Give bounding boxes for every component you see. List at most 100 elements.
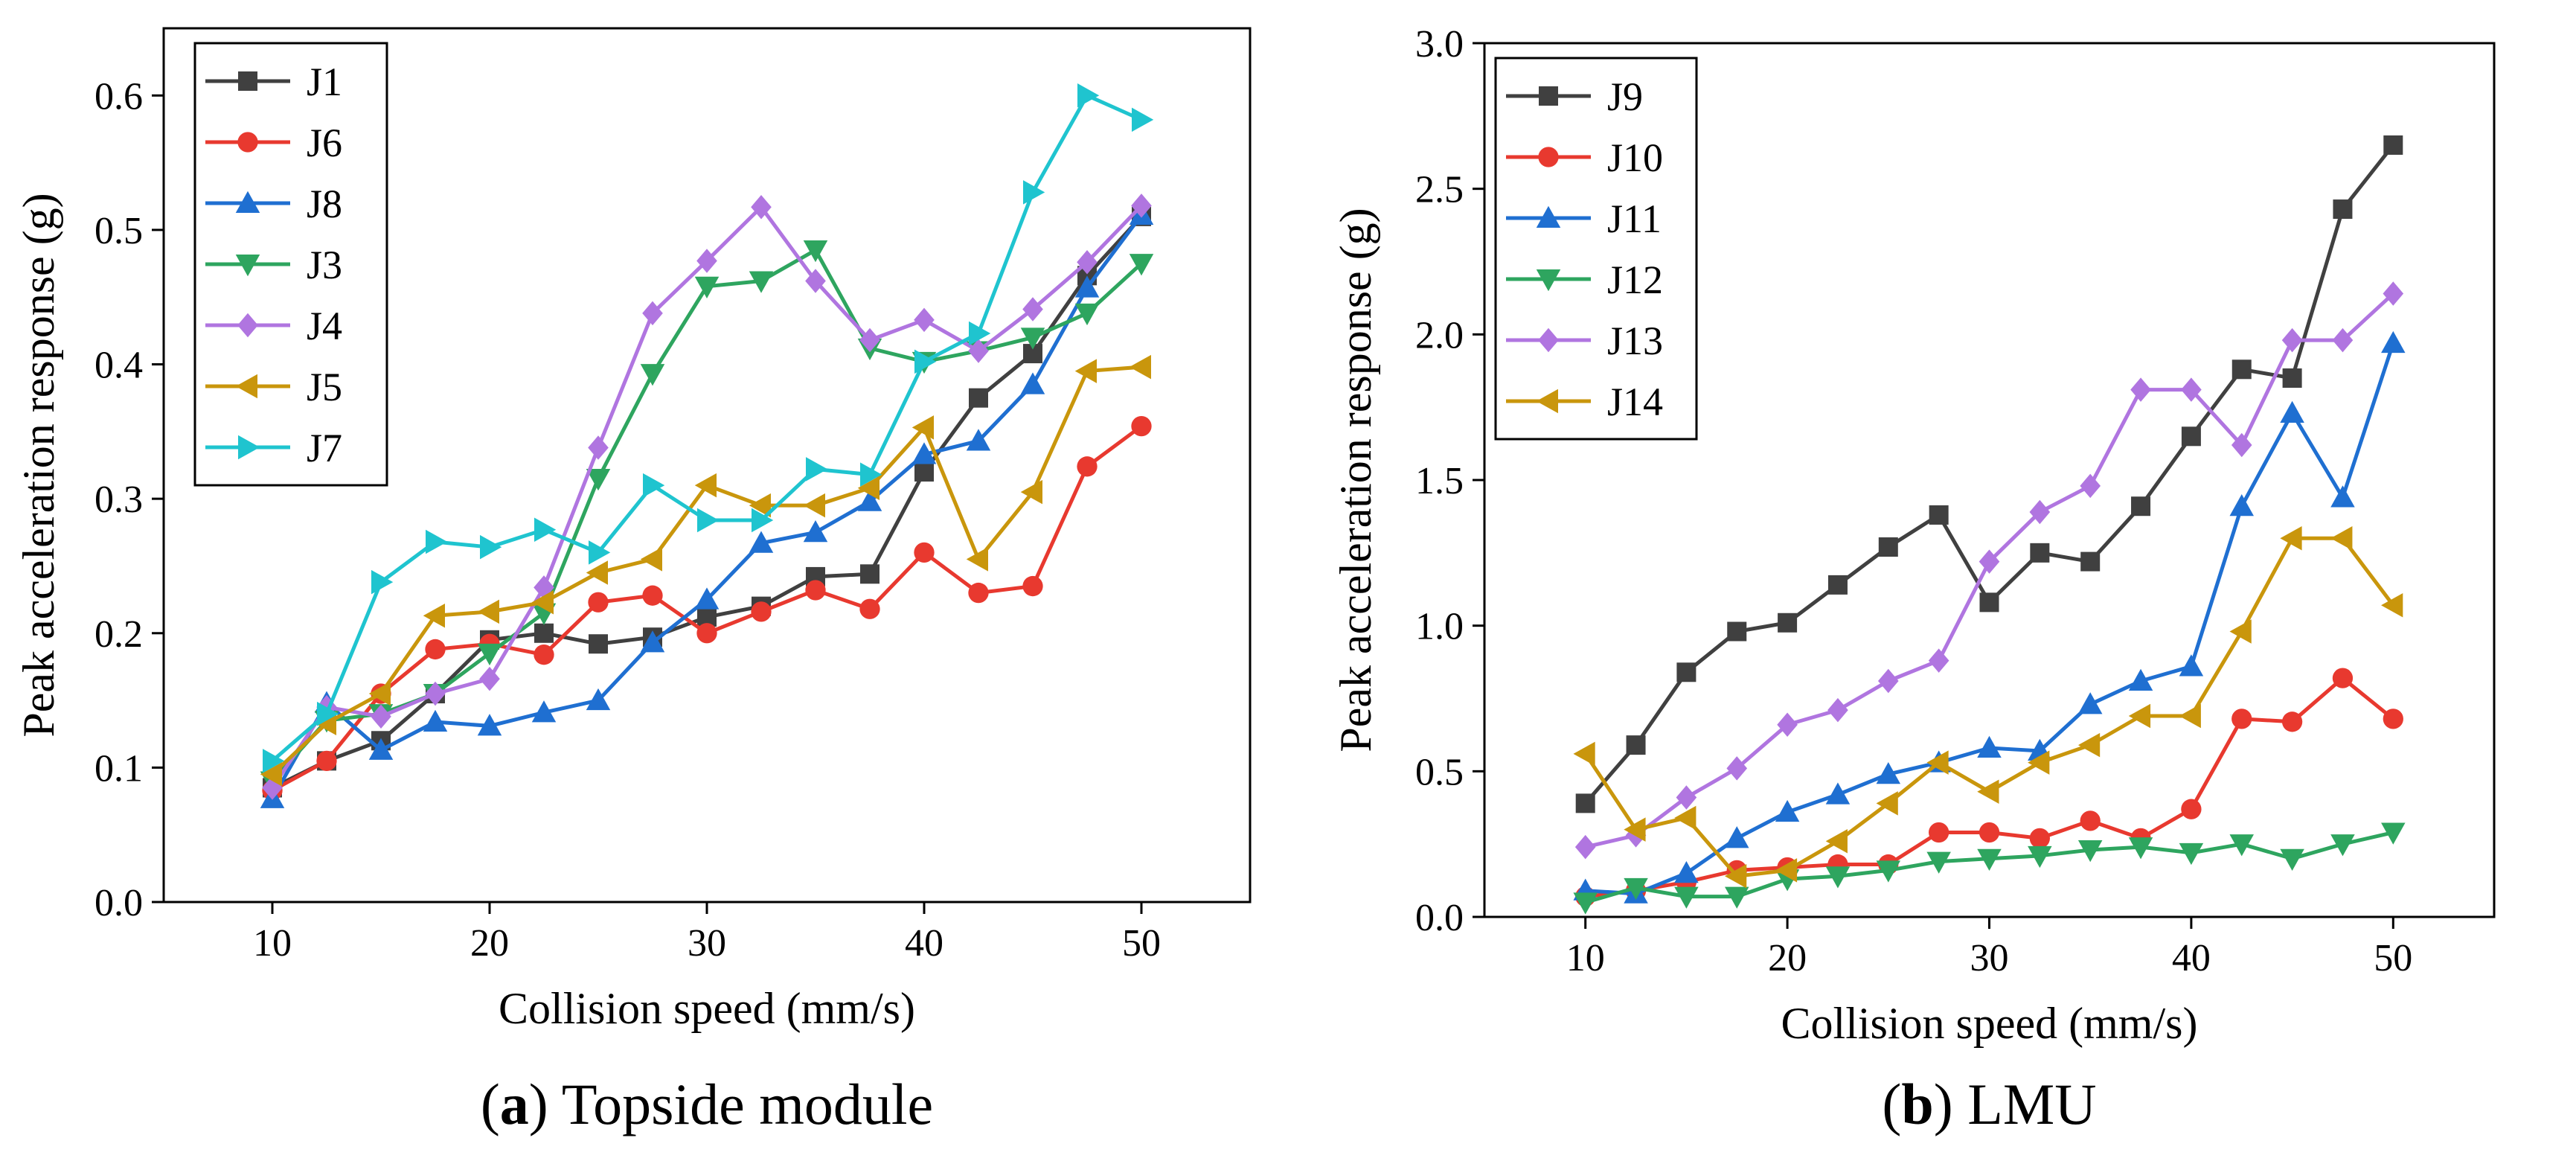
data-point-J3 bbox=[1020, 327, 1045, 350]
legend-marker-J12 bbox=[1536, 269, 1561, 292]
data-point-J7 bbox=[589, 540, 611, 565]
data-point-J7 bbox=[1132, 107, 1154, 132]
data-point-J9 bbox=[2282, 368, 2302, 388]
data-point-J11 bbox=[2330, 485, 2355, 508]
caption-text: Topside module bbox=[548, 1072, 933, 1136]
data-point-J7 bbox=[860, 462, 882, 487]
data-point-J10 bbox=[2029, 828, 2051, 848]
data-point-J10 bbox=[2281, 711, 2303, 732]
y-tick-label: 0.2 bbox=[94, 613, 143, 656]
data-point-J4 bbox=[1131, 194, 1152, 218]
data-point-J7 bbox=[1077, 83, 1100, 108]
data-point-J10 bbox=[2181, 799, 2202, 819]
data-point-J12 bbox=[1674, 886, 1699, 909]
data-point-J7 bbox=[480, 534, 502, 560]
data-point-J8 bbox=[368, 738, 394, 760]
y-tick-label: 2.0 bbox=[1415, 314, 1464, 356]
data-point-J11 bbox=[2077, 692, 2103, 714]
data-point-J10 bbox=[2231, 709, 2252, 729]
data-point-J8 bbox=[1074, 275, 1100, 298]
legend-marker-J1 bbox=[238, 71, 257, 91]
data-point-J9 bbox=[1878, 537, 1898, 557]
data-point-J7 bbox=[806, 457, 828, 482]
data-point-J10 bbox=[2383, 709, 2403, 729]
legend-marker-J13 bbox=[1538, 327, 1559, 353]
series-J14 bbox=[1573, 526, 2403, 889]
series-J5 bbox=[260, 354, 1151, 787]
legend-marker-J5 bbox=[235, 374, 257, 399]
data-point-J13 bbox=[2181, 377, 2202, 402]
legend-label-J3: J3 bbox=[307, 243, 342, 287]
data-point-J5 bbox=[694, 473, 717, 498]
legend-box bbox=[1494, 57, 1698, 441]
data-point-J14 bbox=[2077, 732, 2101, 758]
data-point-J4 bbox=[588, 435, 609, 460]
y-tick-label: 1.0 bbox=[1415, 606, 1464, 648]
data-point-J3 bbox=[586, 469, 611, 491]
data-point-J4 bbox=[425, 681, 446, 706]
data-point-J7 bbox=[371, 569, 394, 595]
data-point-J8 bbox=[477, 714, 502, 736]
data-point-J11 bbox=[1674, 861, 1699, 883]
data-point-J11 bbox=[2229, 493, 2254, 517]
legend-label-J14: J14 bbox=[1607, 380, 1663, 424]
y-tick-label: 0.0 bbox=[94, 882, 143, 924]
y-tick-label: 0.4 bbox=[94, 345, 143, 387]
data-point-J13 bbox=[1928, 648, 1949, 673]
data-point-J4 bbox=[805, 269, 826, 293]
caption-text: LMU bbox=[1953, 1072, 2097, 1136]
data-point-J5 bbox=[1020, 479, 1042, 505]
data-point-J13 bbox=[2029, 499, 2051, 525]
legend-label-J8: J8 bbox=[307, 182, 342, 226]
data-point-J3 bbox=[640, 364, 665, 386]
series-line-J11 bbox=[1585, 342, 2395, 896]
data-point-J6 bbox=[696, 623, 717, 644]
caption: (b) LMU bbox=[1882, 1072, 2096, 1136]
data-point-J10 bbox=[2080, 810, 2101, 831]
legend-marker-J11 bbox=[1536, 205, 1561, 228]
data-point-J4 bbox=[751, 194, 772, 220]
data-point-J5 bbox=[1129, 354, 1151, 380]
data-point-J5 bbox=[477, 599, 499, 624]
data-point-J8 bbox=[640, 630, 665, 653]
data-point-J1 bbox=[969, 388, 988, 408]
data-point-J1 bbox=[860, 564, 880, 584]
data-point-J14 bbox=[2179, 703, 2201, 729]
data-point-J11 bbox=[1825, 782, 1851, 805]
data-point-J4 bbox=[968, 339, 989, 363]
data-point-J6 bbox=[968, 582, 989, 604]
data-point-J10 bbox=[1929, 822, 1949, 843]
data-point-J6 bbox=[751, 601, 772, 622]
data-point-J14 bbox=[1624, 817, 1646, 842]
data-point-J3 bbox=[1129, 254, 1154, 276]
series-J13 bbox=[1574, 281, 2404, 860]
data-point-J5 bbox=[1074, 359, 1097, 383]
data-point-J1 bbox=[534, 623, 554, 643]
data-point-J12 bbox=[2128, 837, 2153, 860]
data-point-J14 bbox=[1977, 779, 1999, 804]
legend-label-J5: J5 bbox=[307, 365, 342, 409]
data-point-J5 bbox=[749, 493, 771, 518]
data-point-J6 bbox=[642, 585, 663, 606]
data-point-J11 bbox=[2128, 668, 2153, 691]
data-point-J13 bbox=[1877, 668, 1899, 694]
data-point-J3 bbox=[1074, 303, 1100, 326]
data-point-J12 bbox=[1825, 866, 1851, 889]
data-point-J7 bbox=[914, 349, 937, 374]
data-point-J5 bbox=[640, 547, 662, 572]
data-point-J14 bbox=[1876, 791, 1898, 816]
legend-marker-J3 bbox=[235, 255, 260, 277]
series-line-J1 bbox=[271, 215, 1143, 790]
data-point-J11 bbox=[2179, 654, 2204, 677]
data-point-J1 bbox=[914, 462, 934, 482]
chart-lmu: 10 20 30 40 50 0.0 0.5 1.0 1.5 2.0 2.5 3.0 Collision… bbox=[1331, 23, 2496, 1136]
x-axis-label: Collision speed (mm/s) bbox=[499, 984, 915, 1033]
data-point-J12 bbox=[1624, 877, 1648, 901]
data-point-J4 bbox=[914, 307, 935, 333]
caption-open-paren: ( bbox=[481, 1072, 500, 1136]
legend-label-J13: J13 bbox=[1607, 319, 1663, 363]
data-point-J7 bbox=[263, 749, 285, 773]
legend-marker-J7 bbox=[238, 435, 260, 460]
data-point-J13 bbox=[2281, 327, 2303, 353]
data-point-J12 bbox=[2381, 822, 2406, 845]
